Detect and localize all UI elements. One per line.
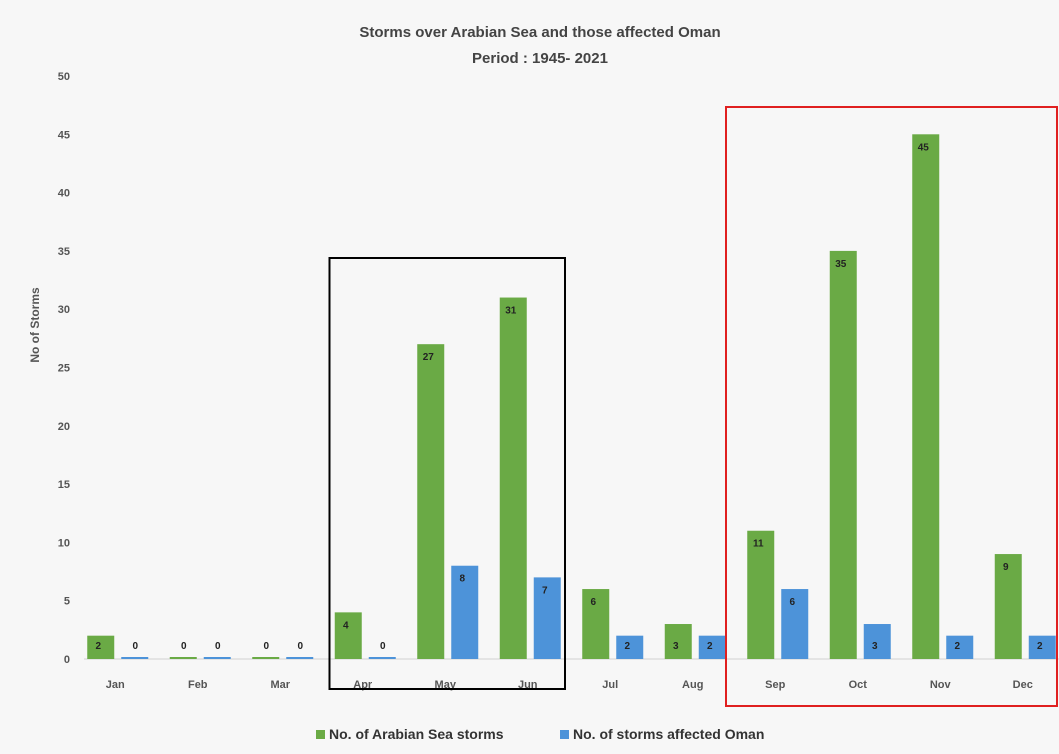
y-tick-label: 5 — [64, 596, 70, 608]
bar-affected-oman — [286, 657, 314, 659]
data-label: 4 — [343, 620, 349, 631]
y-tick-label: 45 — [58, 129, 70, 141]
x-tick-label: Aug — [682, 679, 703, 691]
data-label: 27 — [423, 352, 435, 363]
data-label: 9 — [1003, 562, 1009, 573]
highlight-box-sep-dec — [725, 106, 1058, 707]
bar-affected-oman — [451, 565, 479, 659]
bar-arabian-sea — [252, 657, 280, 659]
y-tick-label: 0 — [64, 654, 70, 666]
y-tick-label: 25 — [58, 363, 70, 375]
bar-arabian-sea — [912, 134, 940, 660]
legend-swatch — [560, 730, 569, 739]
data-label: 7 — [542, 585, 548, 596]
bar-arabian-sea — [169, 657, 197, 659]
y-tick-label: 50 — [58, 71, 70, 83]
bar-arabian-sea — [87, 635, 115, 659]
bar-affected-oman — [616, 635, 644, 659]
bar-affected-oman — [698, 635, 726, 659]
y-tick-label: 10 — [58, 537, 70, 549]
data-label: 0 — [181, 641, 187, 652]
highlight-boxes — [328, 106, 1058, 707]
x-tick-label: Nov — [930, 679, 952, 691]
bar-arabian-sea — [582, 589, 610, 659]
bar-affected-oman — [781, 589, 809, 659]
bar-affected-oman — [368, 657, 396, 659]
data-label: 3 — [673, 641, 679, 652]
bar-arabian-sea — [499, 297, 527, 659]
data-label: 8 — [459, 574, 465, 585]
bar-arabian-sea — [417, 344, 445, 659]
data-label: 6 — [789, 597, 795, 608]
y-axis-label: No of Storms — [28, 287, 42, 363]
bar-affected-oman — [121, 657, 149, 659]
x-axis-ticks: Jan Feb Mar Apr May Jun Jul Aug Sep Oct Nov Dec — [106, 679, 1033, 691]
bar-arabian-sea — [829, 250, 857, 659]
bar-affected-oman — [1028, 635, 1056, 659]
x-tick-label: Jan — [106, 679, 125, 691]
x-tick-label: Feb — [188, 679, 208, 691]
x-tick-label: Mar — [270, 679, 290, 691]
bar-arabian-sea — [664, 624, 692, 659]
data-label: 0 — [263, 641, 269, 652]
bars: 2 0 0 0 0 0 4 0 27 8 31 7 6 2 3 2 11 6 35 3 45 2 9 2 — [87, 134, 1056, 660]
chart-subtitle: Period : 1945- 2021 — [472, 50, 608, 67]
data-label: 2 — [954, 641, 960, 652]
bar-affected-oman — [863, 624, 891, 659]
data-label: 2 — [95, 641, 101, 652]
chart-title: Storms over Arabian Sea and those affect… — [359, 24, 720, 41]
y-tick-label: 40 — [58, 188, 70, 200]
legend-swatch — [316, 730, 325, 739]
bar-arabian-sea — [334, 612, 362, 659]
highlight-box-apr-jun — [328, 257, 566, 690]
data-label: 2 — [1037, 641, 1043, 652]
data-label: 0 — [380, 641, 386, 652]
data-label: 2 — [707, 641, 713, 652]
x-tick-label: Oct — [849, 679, 868, 691]
data-label: 11 — [753, 539, 764, 550]
legend: No. of Arabian Sea storms No. of storms a… — [316, 726, 764, 742]
data-label: 3 — [872, 641, 878, 652]
bar-arabian-sea — [994, 554, 1022, 659]
data-label: 0 — [215, 641, 221, 652]
data-label: 45 — [918, 142, 930, 153]
x-tick-label: Sep — [765, 679, 785, 691]
bar-affected-oman — [203, 657, 231, 659]
data-label: 0 — [297, 641, 303, 652]
y-tick-label: 15 — [58, 479, 70, 491]
legend-label: No. of Arabian Sea storms — [329, 726, 504, 742]
bar-affected-oman — [946, 635, 974, 659]
bar-affected-oman — [533, 577, 561, 659]
y-axis-ticks: 0 5 10 15 20 25 30 35 40 45 50 — [58, 71, 70, 666]
data-label: 35 — [835, 259, 847, 270]
y-tick-label: 35 — [58, 246, 70, 258]
data-label: 2 — [624, 641, 630, 652]
data-label: 0 — [132, 641, 138, 652]
data-label: 6 — [590, 597, 596, 608]
legend-label: No. of storms affected Oman — [573, 726, 764, 742]
y-tick-label: 20 — [58, 421, 70, 433]
bar-arabian-sea — [747, 530, 775, 659]
data-label: 31 — [505, 306, 517, 317]
x-tick-label: Dec — [1013, 679, 1033, 691]
y-tick-label: 30 — [58, 304, 70, 316]
x-tick-label: Jul — [602, 679, 618, 691]
